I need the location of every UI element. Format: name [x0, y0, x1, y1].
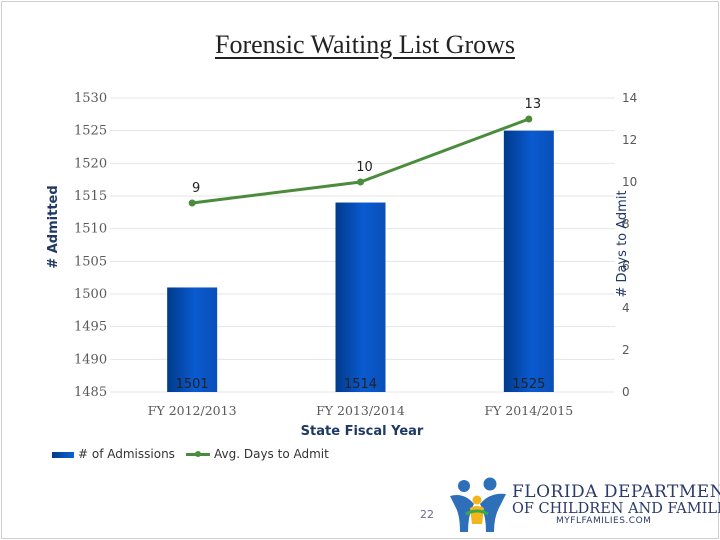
- y-axis-title: # Admitted: [46, 185, 61, 268]
- bar: [335, 202, 386, 392]
- y-tick-label: 1500: [74, 287, 107, 302]
- y2-tick-label: 10: [622, 175, 637, 189]
- bar: [167, 287, 218, 392]
- y-tick-label: 1505: [74, 254, 107, 269]
- x-axis-ticks: FY 2012/2013 FY 2013/2014 FY 2014/2015: [148, 403, 573, 418]
- legend-label-admissions: # of Admissions: [78, 447, 175, 461]
- y-tick-label: 1495: [74, 320, 107, 335]
- slide-title: Forensic Waiting List Grows: [214, 30, 515, 59]
- x-tick-label: FY 2012/2013: [148, 403, 237, 418]
- y-tick-label: 1485: [74, 385, 107, 400]
- y-tick-label: 1490: [74, 352, 107, 367]
- x-tick-label: FY 2013/2014: [316, 403, 405, 418]
- line-data-label: 9: [192, 181, 200, 196]
- x-tick-label: FY 2014/2015: [484, 403, 573, 418]
- logo-line-1: FLORIDA DEPARTMENT: [512, 482, 720, 502]
- y2-tick-label: 6: [622, 259, 630, 273]
- dcf-logo: FLORIDA DEPARTMENT OF CHILDREN AND FAMIL…: [446, 474, 720, 534]
- y-tick-label: 1515: [74, 189, 107, 204]
- left-axis-ticks: 1530 1525 1520 1515 1510 1505 1500 1495 1490 1485: [74, 91, 107, 400]
- y2-axis-title: # Days to Admit: [615, 190, 630, 297]
- line-data-label: 10: [356, 160, 373, 175]
- y2-tick-label: 4: [622, 301, 630, 315]
- y-tick-label: 1520: [74, 156, 107, 171]
- bar: [503, 130, 554, 392]
- bar-data-label: 1525: [512, 377, 545, 392]
- line-data-label: 13: [525, 97, 542, 112]
- family-figures-icon: [450, 477, 506, 532]
- line-point: [188, 199, 196, 207]
- right-axis-ticks: 14 12 10 8 6 4 2 0: [622, 91, 637, 399]
- y-tick-label: 1530: [74, 91, 107, 106]
- x-axis-title: State Fiscal Year: [301, 424, 424, 439]
- bar-data-label: 1514: [344, 377, 377, 392]
- y2-tick-label: 12: [622, 133, 637, 147]
- line-series: 9 10 13: [188, 97, 542, 207]
- y-tick-label: 1525: [74, 124, 107, 139]
- y2-tick-label: 0: [622, 385, 630, 399]
- legend-label-days: Avg. Days to Admit: [214, 447, 329, 461]
- bar-series: 1501 1514 1525: [167, 130, 554, 392]
- logo-line-3: MYFLFAMILIES.COM: [556, 516, 652, 526]
- y2-tick-label: 2: [622, 343, 630, 357]
- page-number: 22: [420, 508, 434, 521]
- legend-swatch-line: [186, 451, 210, 457]
- y2-tick-label: 14: [622, 91, 637, 105]
- logo-line-2: OF CHILDREN AND FAMILIES: [512, 501, 720, 517]
- line-point: [357, 178, 364, 186]
- y2-tick-label: 8: [622, 217, 630, 231]
- legend-swatch-bar: [52, 451, 74, 458]
- y-tick-label: 1510: [74, 222, 107, 237]
- legend-item-days: Avg. Days to Admit: [186, 447, 329, 461]
- bar-data-label: 1501: [176, 377, 209, 392]
- legend-item-admissions: # of Admissions: [52, 447, 175, 461]
- line-point: [525, 115, 533, 123]
